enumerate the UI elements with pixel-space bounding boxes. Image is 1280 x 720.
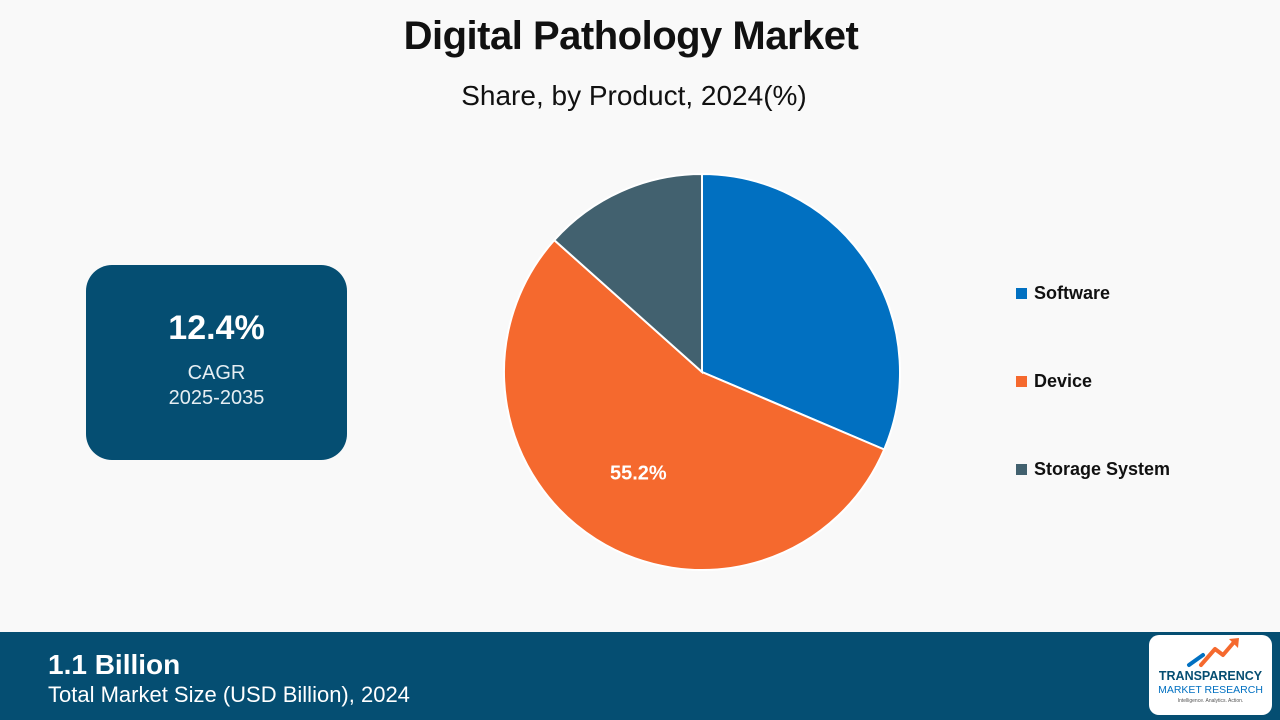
logo-line-1: TRANSPARENCY	[1159, 669, 1263, 683]
market-size-label: Total Market Size (USD Billion), 2024	[48, 682, 410, 707]
pie-slice-storage-system	[552, 172, 703, 375]
chart-subtitle: Share, by Product, 2024(%)	[461, 80, 807, 111]
logo-line-2: MARKET RESEARCH	[1158, 684, 1263, 696]
market-size-value: 1.1 Billion	[48, 649, 181, 680]
legend-swatch-software	[1016, 287, 1027, 299]
legend-swatch-storage-system	[1016, 463, 1027, 475]
footer-banner: 1.1 Billion Total Market Size (USD Billi…	[0, 632, 1280, 720]
legend-item-software: Software	[1016, 282, 1170, 304]
legend-label-storage-system: Storage System	[1034, 458, 1171, 479]
legend-swatch-device	[1016, 375, 1027, 387]
logo-graphic: TRANSPARENCY MARKET RESEARCH Intelligenc…	[1158, 638, 1263, 704]
pie-slice-software	[701, 172, 901, 451]
legend-label-device: Device	[1034, 370, 1093, 391]
cagr-label: CAGR	[187, 362, 246, 384]
pie-chart: 55.2%	[503, 172, 901, 571]
logo-tagline: Intelligence. Analytics. Action.	[1178, 698, 1244, 704]
company-logo: TRANSPARENCY MARKET RESEARCH Intelligenc…	[1149, 635, 1272, 715]
chart-legend: Software Device Storage System	[1016, 282, 1170, 546]
cagr-value: 12.4%	[168, 309, 265, 347]
pie-slice-device	[503, 238, 886, 571]
chart-title: Digital Pathology Market	[403, 14, 859, 58]
legend-label-software: Software	[1034, 282, 1111, 303]
data-label-device: 55.2%	[610, 462, 667, 484]
legend-item-storage-system: Storage System	[1016, 458, 1170, 480]
cagr-card: 12.4% CAGR 2025-2035	[86, 265, 347, 460]
cagr-range: 2025-2035	[168, 387, 265, 409]
legend-item-device: Device	[1016, 370, 1170, 392]
